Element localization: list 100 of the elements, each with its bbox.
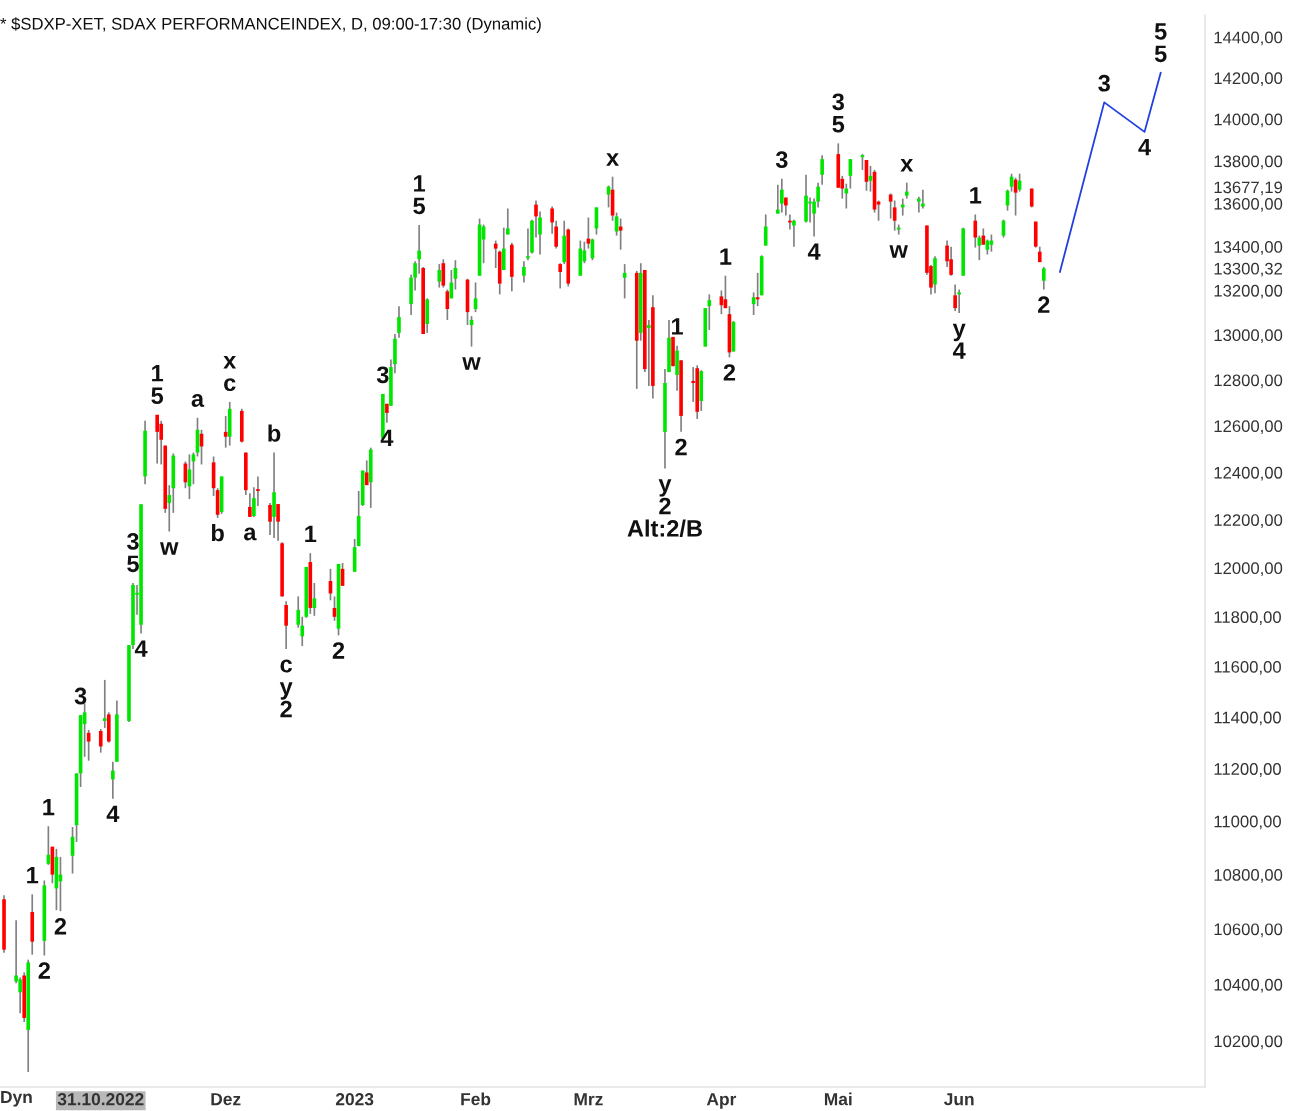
y-tick-label: 13677,19 bbox=[1214, 181, 1283, 196]
candlestick bbox=[647, 319, 651, 387]
line-series bbox=[1059, 72, 1162, 273]
annotation: Alt:2/B bbox=[627, 519, 702, 538]
annotation: 3 bbox=[376, 366, 389, 384]
annotation: 2 bbox=[280, 700, 292, 718]
annotation: y bbox=[658, 479, 672, 497]
annotation: 4 bbox=[106, 805, 120, 823]
candlestick bbox=[792, 218, 796, 248]
annotation: x bbox=[606, 153, 619, 166]
annotation: x bbox=[900, 159, 914, 172]
annotation: 2 bbox=[675, 438, 687, 456]
candlestick bbox=[1041, 266, 1046, 291]
y-tick-label: 12800,00 bbox=[1214, 374, 1283, 389]
annotation: 2 bbox=[723, 364, 736, 381]
candlestick bbox=[949, 245, 953, 277]
candlestick bbox=[921, 188, 925, 210]
candlestick bbox=[397, 305, 401, 339]
annotation: b bbox=[211, 524, 224, 542]
y-tick-label: 13800,00 bbox=[1214, 155, 1283, 170]
annotation: 1 bbox=[27, 867, 39, 884]
y-tick-label: 12200,00 bbox=[1214, 514, 1283, 528]
annotation: 5 bbox=[127, 555, 139, 573]
annotation: 3 bbox=[832, 93, 844, 111]
chart-title: * $SDXP-XET, SDAX PERFORMANCEINDEX, D, 09:00-17:30 (Dynamic) bbox=[0, 17, 541, 33]
y-tick-label: 13200,00 bbox=[1214, 284, 1283, 299]
annotation: a bbox=[191, 394, 205, 407]
candlestick bbox=[953, 283, 957, 312]
annotation: 1 bbox=[720, 248, 732, 265]
y-tick-label: 13600,00 bbox=[1214, 197, 1283, 212]
y-tick-label: 11200,00 bbox=[1214, 763, 1281, 777]
annotation: 1 bbox=[152, 365, 164, 382]
y-tick-label: 12600,00 bbox=[1214, 420, 1283, 435]
candlestick bbox=[763, 213, 768, 247]
annotation: 1 bbox=[970, 187, 982, 204]
y-tick-label: 10600,00 bbox=[1214, 923, 1283, 938]
x-tick-label: Jun bbox=[944, 1093, 974, 1106]
y-tick-label: 11000,00 bbox=[1214, 815, 1281, 830]
annotation: 3 bbox=[126, 533, 139, 550]
x-tick-label: Dez bbox=[211, 1093, 241, 1106]
annotation: 5 bbox=[413, 197, 426, 215]
candlestick bbox=[820, 154, 824, 186]
annotation: 1 bbox=[671, 318, 683, 335]
annotation: 2 bbox=[1038, 296, 1050, 313]
annotation: 3 bbox=[74, 687, 87, 705]
x-tick-label: Mai bbox=[824, 1092, 852, 1106]
annotation: 2 bbox=[38, 962, 50, 979]
y-tick-label: 12000,00 bbox=[1214, 562, 1283, 577]
annotation: c bbox=[224, 378, 236, 392]
candlestick bbox=[957, 288, 961, 314]
candlestick bbox=[437, 263, 442, 289]
annotation: 1 bbox=[43, 798, 55, 816]
y-tick-label: 14400,00 bbox=[1214, 31, 1283, 46]
candlestick bbox=[780, 177, 784, 214]
text: Dyn bbox=[1, 1091, 32, 1107]
candlestick bbox=[417, 224, 421, 275]
annotation: 4 bbox=[952, 342, 966, 359]
y-tick-label: 10800,00 bbox=[1214, 868, 1283, 883]
candlestick bbox=[102, 679, 107, 729]
y-tick-label: 10400,00 bbox=[1214, 978, 1283, 993]
annotation: c bbox=[280, 659, 293, 673]
x-tick-label: Apr bbox=[706, 1093, 737, 1109]
y-tick-label: 13000,00 bbox=[1214, 329, 1283, 344]
x-tick-label: Mrz bbox=[574, 1093, 603, 1106]
candlestick bbox=[776, 183, 780, 215]
annotation: 2 bbox=[659, 497, 671, 515]
annotation: 4 bbox=[1138, 138, 1151, 156]
x-tick-label: Feb bbox=[461, 1092, 491, 1106]
annotation: b bbox=[268, 424, 281, 442]
annotation: 2 bbox=[332, 642, 345, 659]
candlestick bbox=[441, 258, 446, 289]
y-tick-label: 10200,00 bbox=[1214, 1035, 1283, 1050]
annotation: 3 bbox=[775, 151, 788, 169]
annotation: w bbox=[889, 245, 908, 258]
annotation: 4 bbox=[807, 243, 821, 260]
annotation: w bbox=[160, 542, 179, 555]
candlestick bbox=[111, 760, 115, 800]
annotation: 5 bbox=[832, 116, 845, 133]
annotation: w bbox=[462, 357, 481, 370]
y-tick-label: 11800,00 bbox=[1214, 611, 1281, 625]
annotation: 4 bbox=[380, 429, 394, 447]
y-tick-label: 14000,00 bbox=[1214, 113, 1283, 128]
candlestick bbox=[284, 600, 288, 650]
annotation: a bbox=[243, 527, 257, 541]
candlestick bbox=[98, 728, 103, 754]
x-tick-label: 2023 bbox=[335, 1093, 374, 1106]
annotation: 5 bbox=[151, 387, 164, 404]
y-tick-label: 11600,00 bbox=[1214, 660, 1281, 675]
candlestick bbox=[522, 260, 526, 284]
annotation: 5 bbox=[1154, 45, 1167, 63]
annotation: 1 bbox=[414, 175, 426, 192]
y-tick-label: 11400,00 bbox=[1214, 711, 1281, 726]
x-tick-label: 31.10.2022 bbox=[57, 1093, 144, 1106]
annotation: 5 bbox=[1154, 23, 1167, 40]
annotation: x bbox=[223, 355, 237, 369]
annotation: 4 bbox=[134, 640, 148, 657]
candlestick bbox=[155, 413, 159, 465]
annotation: 2 bbox=[54, 917, 67, 935]
y-tick-label: 12400,00 bbox=[1214, 466, 1283, 481]
y-tick-label: 13400,00 bbox=[1214, 241, 1283, 255]
